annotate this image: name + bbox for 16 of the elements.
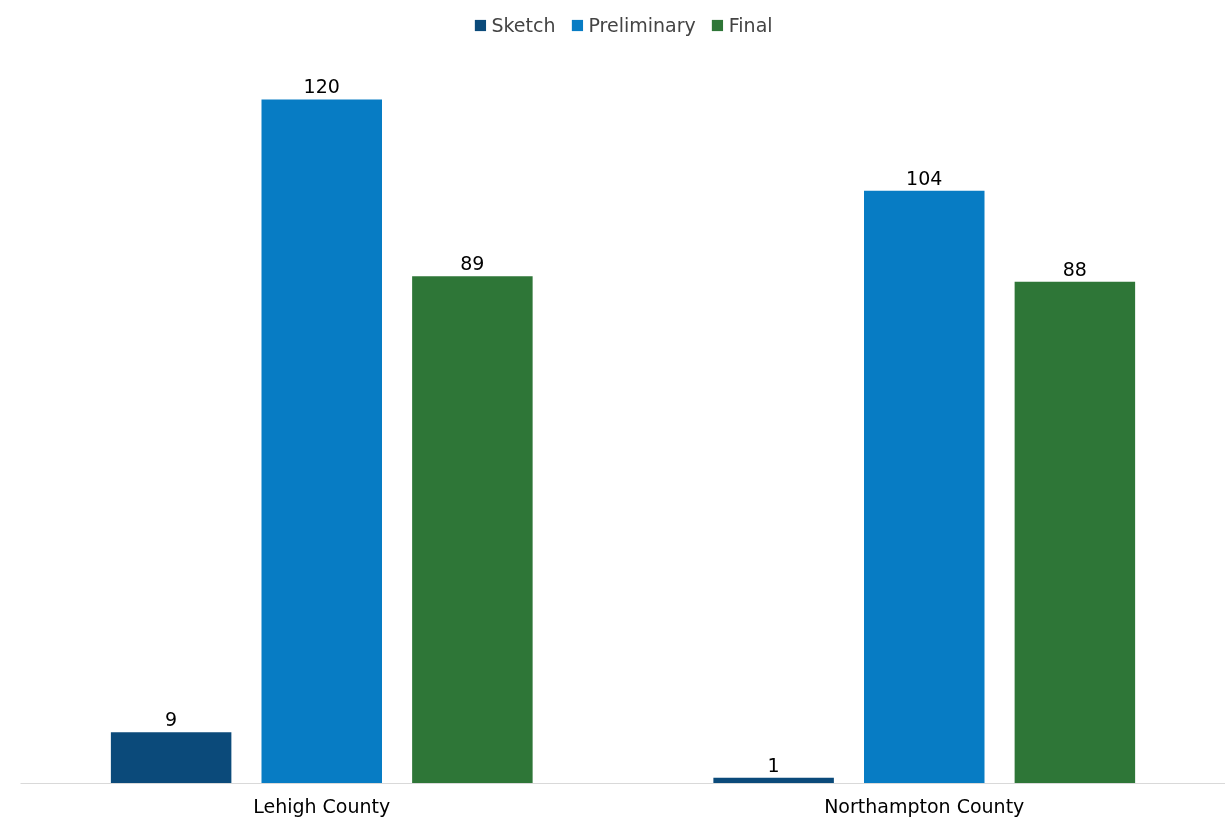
bar	[261, 99, 382, 784]
data-label: 89	[460, 252, 485, 275]
data-label: 9	[165, 708, 178, 731]
x-tick-label: Northampton County	[824, 794, 1025, 817]
bar	[110, 732, 232, 784]
bar	[412, 276, 533, 784]
legend-label: Sketch	[491, 14, 556, 36]
legend-label: Final	[728, 14, 773, 36]
x-tick-label: Lehigh County	[253, 794, 391, 817]
bar	[864, 190, 985, 784]
data-label: 104	[906, 166, 943, 189]
data-label: 1	[767, 753, 780, 776]
data-label: 120	[303, 75, 340, 98]
data-label: 88	[1062, 257, 1087, 280]
bar	[1014, 281, 1136, 784]
legend-label: Preliminary	[588, 14, 696, 36]
